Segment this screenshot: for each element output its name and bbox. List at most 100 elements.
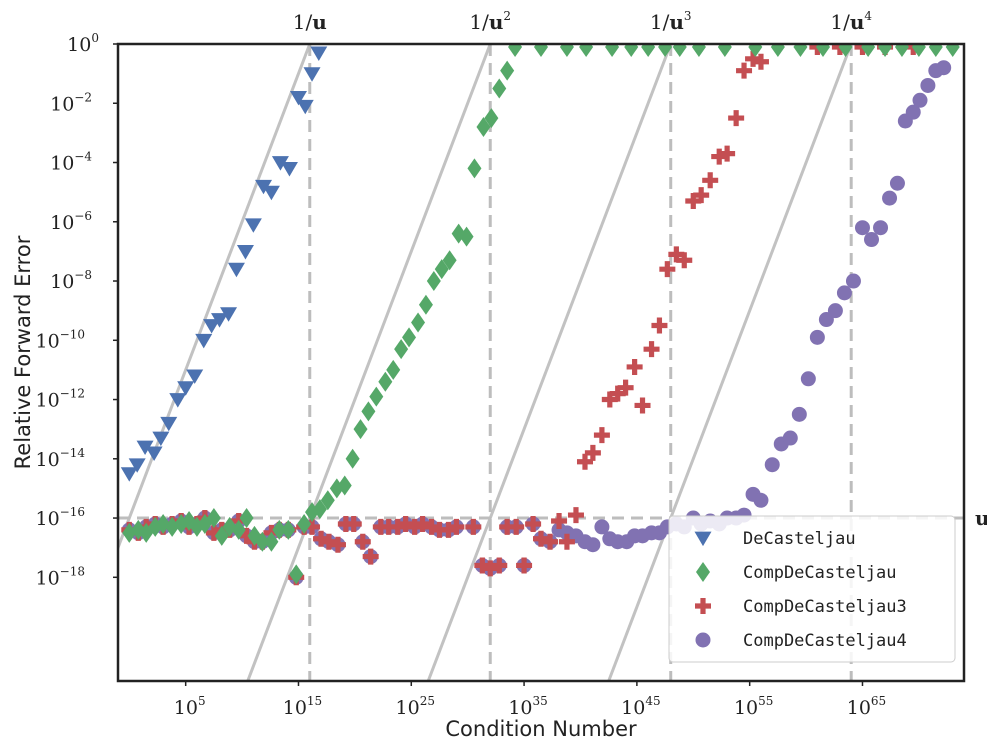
data-point	[380, 518, 397, 535]
y-tick-label: 10−8	[50, 268, 92, 293]
data-point	[491, 557, 508, 574]
data-point	[728, 110, 745, 127]
data-point	[659, 261, 676, 278]
data-point	[668, 246, 685, 263]
data-point	[297, 513, 312, 534]
axis-ticks: 105 1015 1025 1035 1045 1055 1065 100 10−2 10−4 10…	[35, 31, 886, 719]
data-point	[120, 467, 138, 482]
data-point	[289, 90, 307, 106]
series-CompDeCasteljau3	[121, 44, 922, 586]
series-CompDeCasteljau	[122, 44, 960, 585]
data-point	[262, 185, 280, 201]
data-point	[255, 179, 273, 195]
data-point	[320, 533, 337, 550]
data-point	[693, 187, 710, 204]
legend-label: CompDeCasteljau4	[743, 631, 907, 651]
data-point	[912, 92, 928, 108]
data-point	[386, 359, 401, 380]
data-point	[845, 273, 861, 289]
data-point	[369, 386, 384, 407]
data-point	[864, 232, 880, 248]
data-point	[770, 44, 785, 57]
legend-marker	[696, 562, 710, 582]
data-point	[206, 508, 221, 529]
data-point	[533, 530, 549, 547]
data-point	[641, 44, 656, 57]
data-point	[889, 175, 905, 191]
data-point	[255, 531, 270, 552]
data-point	[361, 401, 376, 422]
x-tick-label: 1035	[508, 694, 547, 719]
data-point	[945, 44, 960, 57]
data-point	[525, 515, 542, 532]
y-tick-label: 10−2	[50, 90, 92, 115]
data-point	[313, 530, 330, 547]
data-point	[617, 379, 634, 396]
data-point	[169, 393, 187, 408]
data-point	[928, 44, 943, 57]
data-point	[534, 44, 548, 57]
data-point	[793, 44, 808, 57]
legend-marker	[695, 598, 711, 614]
legend-label: CompDeCasteljau3	[743, 597, 907, 617]
y-tick-label: 10−6	[50, 209, 92, 234]
data-point	[609, 385, 626, 402]
data-point	[894, 44, 909, 57]
data-point	[838, 44, 853, 57]
data-point	[211, 313, 229, 328]
diagonal-line	[607, 44, 853, 681]
data-point	[354, 533, 371, 550]
data-point	[423, 518, 440, 535]
data-point	[861, 44, 876, 57]
data-point	[579, 44, 594, 57]
data-point	[418, 294, 433, 315]
data-point	[337, 475, 352, 496]
data-point	[128, 458, 146, 473]
data-point	[177, 381, 195, 396]
data-point	[239, 508, 254, 529]
x-tick-label: 1025	[396, 694, 435, 719]
y-tick-label: 10−16	[35, 505, 85, 530]
reference-label: u	[975, 506, 987, 530]
data-point	[227, 262, 245, 278]
data-point	[272, 519, 287, 540]
data-point	[745, 50, 762, 67]
data-point	[238, 527, 255, 544]
data-point	[508, 44, 523, 57]
data-point	[345, 515, 362, 532]
data-point	[559, 44, 574, 57]
data-point	[584, 444, 601, 461]
data-point	[304, 518, 321, 535]
data-point	[764, 457, 780, 473]
data-point	[271, 156, 289, 171]
data-point	[414, 515, 431, 532]
data-point	[634, 397, 651, 414]
data-point	[160, 416, 178, 432]
x-tick-label: 1055	[734, 694, 773, 719]
data-point	[448, 518, 465, 535]
data-point	[516, 557, 533, 574]
data-point	[231, 519, 246, 540]
y-tick-label: 100	[67, 31, 99, 56]
legend-marker	[694, 531, 712, 547]
legend-label: DeCasteljau	[743, 529, 856, 549]
data-point	[585, 537, 601, 553]
data-point	[289, 564, 304, 585]
data-markers	[120, 44, 960, 586]
data-point	[626, 358, 643, 375]
data-point	[685, 193, 702, 210]
data-point	[459, 226, 474, 247]
data-point	[936, 60, 952, 76]
data-point	[411, 312, 426, 333]
data-point	[605, 44, 620, 57]
data-point	[484, 108, 499, 129]
data-point	[353, 419, 368, 440]
data-point	[500, 60, 515, 81]
plot-frame	[116, 42, 966, 683]
data-point	[329, 536, 346, 553]
data-point	[310, 46, 328, 61]
data-point	[476, 116, 491, 137]
data-point	[878, 44, 893, 57]
x-axis-label: Condition Number	[445, 717, 637, 741]
data-point	[551, 513, 568, 530]
